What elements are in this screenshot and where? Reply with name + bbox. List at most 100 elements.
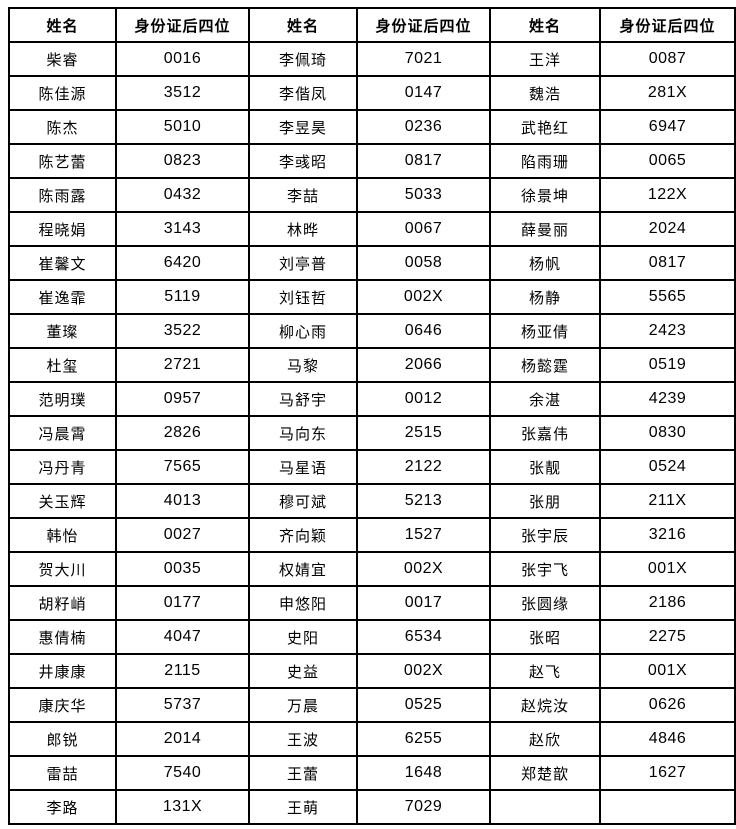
table-row: 惠倩楠 4047 史阳 6534 张昭 2275 [8,619,736,655]
id-cell: 5010 [115,109,250,145]
name-column-header: 姓名 [248,7,358,43]
name-cell: 程晓娟 [8,211,117,247]
id-cell: 0432 [115,177,250,213]
id-cell: 0525 [356,687,491,723]
name-cell: 史益 [248,653,358,689]
name-cell: 雷喆 [8,755,117,791]
name-cell: 惠倩楠 [8,619,117,655]
id-cell: 281X [599,75,736,111]
name-cell: 崔逸霏 [8,279,117,315]
table-row: 关玉辉 4013 穆可斌 5213 张朋 211X [8,483,736,519]
name-cell: 张宇辰 [489,517,601,553]
name-cell: 齐向颖 [248,517,358,553]
id-cell: 0830 [599,415,736,451]
name-cell: 李偕凤 [248,75,358,111]
id-cell: 0016 [115,41,250,77]
id-cell: 7565 [115,449,250,485]
table-row: 崔逸霏 5119 刘钰哲 002X 杨静 5565 [8,279,736,315]
id-cell: 4013 [115,483,250,519]
name-cell: 冯晨霄 [8,415,117,451]
id-cell: 5119 [115,279,250,315]
id-cell: 0065 [599,143,736,179]
id-cell: 0817 [599,245,736,281]
table-row: 程晓娟 3143 林晔 0067 薛曼丽 2024 [8,211,736,247]
id-cell: 0058 [356,245,491,281]
id-cell: 0236 [356,109,491,145]
name-cell: 郎锐 [8,721,117,757]
table-row: 贺大川 0035 权婧宜 002X 张宇飞 001X [8,551,736,587]
id-cell: 7029 [356,789,491,825]
id-cell: 001X [599,653,736,689]
name-cell: 柳心雨 [248,313,358,349]
id-cell: 0646 [356,313,491,349]
table-row: 董璨 3522 柳心雨 0646 杨亚倩 2423 [8,313,736,349]
name-cell: 杨亚倩 [489,313,601,349]
id-cell: 002X [356,551,491,587]
name-cell: 张朋 [489,483,601,519]
name-cell: 刘亭普 [248,245,358,281]
table-row: 冯晨霄 2826 马向东 2515 张嘉伟 0830 [8,415,736,451]
table-row: 冯丹青 7565 马星语 2122 张靓 0524 [8,449,736,485]
id-column-header: 身份证后四位 [599,7,736,43]
table-row: 康庆华 5737 万晨 0525 赵烷汝 0626 [8,687,736,723]
id-cell: 3512 [115,75,250,111]
name-cell: 范明璞 [8,381,117,417]
name-cell: 魏浩 [489,75,601,111]
id-column-header: 身份证后四位 [115,7,250,43]
table-row: 范明璞 0957 马舒宇 0012 余湛 4239 [8,381,736,417]
name-cell: 张圆缘 [489,585,601,621]
id-cell: 2275 [599,619,736,655]
id-cell: 3143 [115,211,250,247]
name-cell: 余湛 [489,381,601,417]
name-cell: 史阳 [248,619,358,655]
table-row: 陈佳源 3512 李偕凤 0147 魏浩 281X [8,75,736,111]
table-row: 雷喆 7540 王蕾 1648 郑楚歆 1627 [8,755,736,791]
name-cell: 胡籽峭 [8,585,117,621]
name-cell: 王洋 [489,41,601,77]
id-cell: 6534 [356,619,491,655]
name-cell: 陈佳源 [8,75,117,111]
id-cell: 2186 [599,585,736,621]
name-cell: 马舒宇 [248,381,358,417]
name-cell: 贺大川 [8,551,117,587]
id-column-header: 身份证后四位 [356,7,491,43]
name-cell: 陈杰 [8,109,117,145]
id-cell: 3522 [115,313,250,349]
table-row: 杜玺 2721 马黎 2066 杨懿霆 0519 [8,347,736,383]
table-row: 陈杰 5010 李昱昊 0236 武艳红 6947 [8,109,736,145]
id-cell: 7540 [115,755,250,791]
id-cell: 0823 [115,143,250,179]
name-cell: 陷雨珊 [489,143,601,179]
id-cell: 2024 [599,211,736,247]
id-cell: 2721 [115,347,250,383]
id-cell: 2014 [115,721,250,757]
name-cell: 张靓 [489,449,601,485]
name-cell: 冯丹青 [8,449,117,485]
name-cell: 崔馨文 [8,245,117,281]
id-cell: 002X [356,279,491,315]
id-cell: 4846 [599,721,736,757]
id-cell: 3216 [599,517,736,553]
name-column-header: 姓名 [489,7,601,43]
id-cell: 6947 [599,109,736,145]
name-cell: 马星语 [248,449,358,485]
id-cell: 2115 [115,653,250,689]
id-cell: 5033 [356,177,491,213]
name-cell: 林晔 [248,211,358,247]
id-cell: 2826 [115,415,250,451]
name-cell: 康庆华 [8,687,117,723]
id-cell: 0012 [356,381,491,417]
id-cell: 0177 [115,585,250,621]
name-cell: 刘钰哲 [248,279,358,315]
id-cell: 5737 [115,687,250,723]
id-cell: 2066 [356,347,491,383]
name-cell: 武艳红 [489,109,601,145]
name-cell: 关玉辉 [8,483,117,519]
table-row: 陈雨露 0432 李喆 5033 徐景坤 122X [8,177,736,213]
id-cell: 1627 [599,755,736,791]
name-cell: 王波 [248,721,358,757]
name-cell: 申悠阳 [248,585,358,621]
table-row: 井康康 2115 史益 002X 赵飞 001X [8,653,736,689]
id-cell: 1648 [356,755,491,791]
